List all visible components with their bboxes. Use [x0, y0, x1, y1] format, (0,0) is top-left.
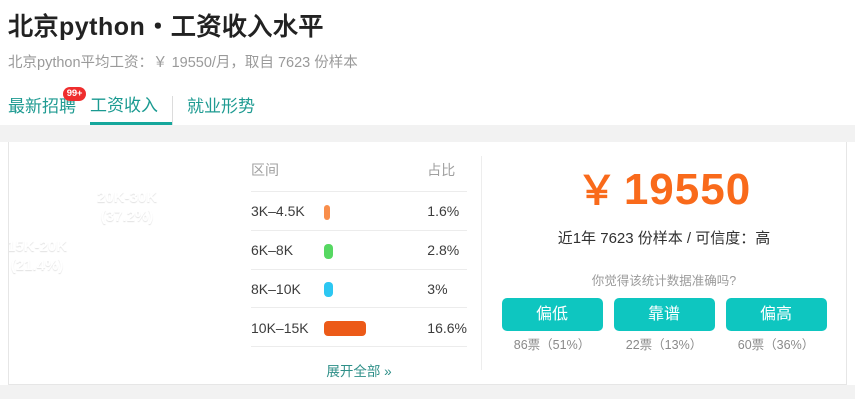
percent-bar [324, 321, 367, 337]
vote-count-low: 86票（51%） [513, 338, 591, 352]
percent-bar [324, 243, 334, 259]
vote-count-high: 60票（36%） [737, 338, 815, 352]
table-cell-bar [324, 307, 428, 348]
table-header-percent: 占比 [427, 160, 467, 192]
vote-option-low: 偏低 86票（51%） [501, 298, 603, 354]
tab-employment-situation[interactable]: 就业形势 [172, 96, 269, 125]
salary-card: 20K-30K (37.2%) 15K-20K (21.4%) 区间 占比 3K… [8, 142, 847, 385]
salary-distribution-pie-chart[interactable] [16, 157, 226, 367]
table-header-range: 区间 [251, 160, 428, 192]
vote-button-low[interactable]: 偏低 [501, 298, 603, 331]
vote-question: 你觉得该统计数据准确吗? [591, 274, 737, 288]
tab-salary-income[interactable]: 工资收入 [90, 95, 172, 125]
notification-badge: 99+ [63, 87, 86, 101]
expand-all-wrap: 展开全部 » [251, 347, 467, 381]
tab-salary-income-label: 工资收入 [90, 96, 158, 115]
summary-pane: ￥ 19550 近1年 7623 份样本 / 可信度：高 你觉得该统计数据准确吗?… [482, 142, 846, 384]
section-spacer [0, 125, 855, 142]
vote-option-high: 偏高 60票（36%） [725, 298, 827, 354]
distribution-table-pane: 区间 占比 3K–4.5K 1.6% 6K–8K 2.8% 8K–10K 3% 10K–15… [237, 142, 481, 384]
percent-bar [324, 204, 331, 220]
table-cell-percent: 3% [427, 269, 467, 309]
percent-bar [324, 282, 334, 298]
vote-count-accurate: 22票（13%） [625, 338, 703, 352]
expand-all-link[interactable]: 展开全部 » [326, 364, 392, 380]
table-row: 6K–8K 2.8% [251, 230, 467, 270]
distribution-table-body: 3K–4.5K 1.6% 6K–8K 2.8% 8K–10K 3% 10K–15K 16.6% [251, 191, 467, 348]
table-row: 10K–15K 16.6% [251, 307, 467, 348]
tab-employment-situation-label: 就业形势 [187, 97, 255, 116]
table-cell-range: 6K–8K [251, 230, 325, 270]
page-subtitle: 北京python平均工资：￥ 19550/月，取自 7623 份样本 [8, 55, 358, 71]
table-cell-percent: 1.6% [427, 191, 467, 231]
currency-symbol: ￥ [576, 169, 618, 213]
page-footer-spacer [0, 385, 855, 399]
vertical-divider [481, 156, 482, 370]
sample-meta: 近1年 7623 份样本 / 可信度：高 [557, 230, 771, 247]
tab-bar: 最新招聘 99+ 工资收入 就业形势 [0, 73, 855, 125]
tab-latest-jobs[interactable]: 最新招聘 99+ [8, 87, 90, 125]
page-title: 北京python・工资收入水平 [8, 13, 324, 41]
table-row: 8K–10K 3% [251, 269, 467, 309]
table-cell-range: 10K–15K [251, 307, 325, 348]
table-header-row: 区间 占比 [251, 160, 467, 192]
tab-latest-jobs-label: 最新招聘 [8, 97, 76, 116]
vote-option-accurate: 靠谱 22票（13%） [613, 298, 715, 354]
pie-chart-pane: 20K-30K (37.2%) 15K-20K (21.4%) [9, 142, 237, 384]
distribution-table: 区间 占比 3K–4.5K 1.6% 6K–8K 2.8% 8K–10K 3% 10K–15… [251, 160, 467, 348]
table-cell-range: 3K–4.5K [251, 191, 325, 231]
table-cell-bar [324, 230, 428, 270]
vote-button-high[interactable]: 偏高 [725, 298, 827, 331]
table-cell-bar [324, 191, 428, 231]
table-cell-range: 8K–10K [251, 269, 325, 309]
table-cell-percent: 2.8% [427, 230, 467, 270]
vote-row: 偏低 86票（51%） 靠谱 22票（13%） 偏高 60票（36%） [482, 290, 846, 354]
table-row: 3K–4.5K 1.6% [251, 191, 467, 231]
table-cell-bar [324, 269, 428, 309]
vote-button-accurate[interactable]: 靠谱 [613, 298, 715, 331]
average-salary-value: 19550 [623, 165, 752, 214]
table-cell-percent: 16.6% [427, 307, 467, 348]
average-salary: ￥ 19550 [482, 164, 846, 217]
